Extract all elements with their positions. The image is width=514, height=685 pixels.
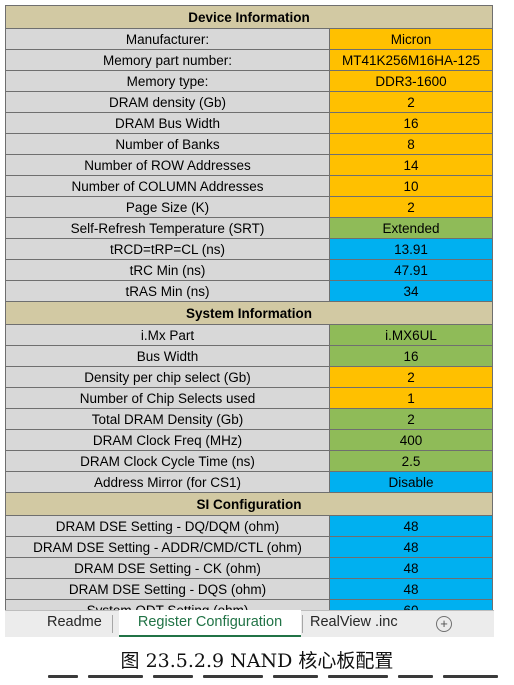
parameter-label-cell[interactable]: Self-Refresh Temperature (SRT) — [5, 217, 330, 239]
section-title[interactable]: Device Information — [5, 5, 493, 29]
section-header-row: System Information — [5, 301, 493, 325]
parameter-value-cell[interactable]: 48 — [329, 515, 493, 537]
table-row: DRAM DSE Setting - CK (ohm) 48 — [5, 557, 493, 579]
tab-readme[interactable]: Readme — [47, 614, 102, 630]
table-row: Density per chip select (Gb) 2 — [5, 366, 493, 388]
parameter-label-cell[interactable]: DRAM density (Gb) — [5, 91, 330, 113]
parameter-value-cell[interactable]: 2 — [329, 196, 493, 218]
parameter-label-cell[interactable]: Address Mirror (for CS1) — [5, 471, 330, 493]
tab-separator — [302, 615, 303, 633]
parameter-value-cell[interactable]: 2 — [329, 91, 493, 113]
table-row: DRAM DSE Setting - DQS (ohm) 48 — [5, 578, 493, 600]
parameter-label-cell[interactable]: i.Mx Part — [5, 324, 330, 346]
parameter-label-cell[interactable]: DRAM Bus Width — [5, 112, 330, 134]
parameter-label-cell[interactable]: Number of ROW Addresses — [5, 154, 330, 176]
table-row: Memory part number: MT41K256M16HA-125 — [5, 49, 493, 71]
parameter-value-cell[interactable]: i.MX6UL — [329, 324, 493, 346]
section-header-row: SI Configuration — [5, 492, 493, 516]
table-row: tRC Min (ns) 47.91 — [5, 259, 493, 281]
tab-realview-inc[interactable]: RealView .inc — [310, 614, 398, 630]
parameter-label-cell[interactable]: Manufacturer: — [5, 28, 330, 50]
section-title[interactable]: SI Configuration — [5, 492, 493, 516]
ddr-config-sheet: Device Information Manufacturer: Micron Mem… — [5, 5, 493, 621]
parameter-value-cell[interactable]: 2 — [329, 408, 493, 430]
parameter-value-cell[interactable]: 34 — [329, 280, 493, 302]
table-row: Total DRAM Density (Gb) 2 — [5, 408, 493, 430]
table-row: Manufacturer: Micron — [5, 28, 493, 50]
table-row: Number of Chip Selects used 1 — [5, 387, 493, 409]
parameter-value-cell[interactable]: 2.5 — [329, 450, 493, 472]
sheet-tab-bar: Readme Register Configuration RealView .… — [5, 610, 494, 637]
table-row: DRAM Bus Width 16 — [5, 112, 493, 134]
parameter-value-cell[interactable]: 48 — [329, 557, 493, 579]
plus-circle-icon[interactable]: + — [436, 616, 452, 632]
parameter-value-cell[interactable]: 1 — [329, 387, 493, 409]
figure-caption: 图 23.5.2.9 NAND 核心板配置 — [120, 650, 394, 672]
parameter-value-cell[interactable]: 14 — [329, 154, 493, 176]
table-row: Number of ROW Addresses 14 — [5, 154, 493, 176]
parameter-label-cell[interactable]: Total DRAM Density (Gb) — [5, 408, 330, 430]
parameter-value-cell[interactable]: MT41K256M16HA-125 — [329, 49, 493, 71]
parameter-label-cell[interactable]: DRAM DSE Setting - CK (ohm) — [5, 557, 330, 579]
table-row: Memory type: DDR3-1600 — [5, 70, 493, 92]
parameter-label-cell[interactable]: DRAM DSE Setting - DQ/DQM (ohm) — [5, 515, 330, 537]
parameter-label-cell[interactable]: Memory part number: — [5, 49, 330, 71]
parameter-value-cell[interactable]: 8 — [329, 133, 493, 155]
table-row: Number of Banks 8 — [5, 133, 493, 155]
parameter-label-cell[interactable]: Bus Width — [5, 345, 330, 367]
parameter-label-cell[interactable]: Memory type: — [5, 70, 330, 92]
table-row: tRAS Min (ns) 34 — [5, 280, 493, 302]
parameter-label-cell[interactable]: tRC Min (ns) — [5, 259, 330, 281]
table-row: i.Mx Part i.MX6UL — [5, 324, 493, 346]
table-row: Number of COLUMN Addresses 10 — [5, 175, 493, 197]
parameter-value-cell[interactable]: 16 — [329, 345, 493, 367]
table-row: Self-Refresh Temperature (SRT) Extended — [5, 217, 493, 239]
parameter-label-cell[interactable]: DRAM DSE Setting - DQS (ohm) — [5, 578, 330, 600]
cropped-text-line — [48, 675, 508, 685]
parameter-value-cell[interactable]: Disable — [329, 471, 493, 493]
table-row: DRAM DSE Setting - DQ/DQM (ohm) 48 — [5, 515, 493, 537]
table-row: DRAM Clock Freq (MHz) 400 — [5, 429, 493, 451]
parameter-label-cell[interactable]: DRAM Clock Freq (MHz) — [5, 429, 330, 451]
tab-register-configuration[interactable]: Register Configuration — [119, 610, 301, 637]
parameter-label-cell[interactable]: Number of COLUMN Addresses — [5, 175, 330, 197]
parameter-value-cell[interactable]: 400 — [329, 429, 493, 451]
table-row: DRAM density (Gb) 2 — [5, 91, 493, 113]
parameter-value-cell[interactable]: 13.91 — [329, 238, 493, 260]
parameter-value-cell[interactable]: Micron — [329, 28, 493, 50]
table-row: DRAM Clock Cycle Time (ns) 2.5 — [5, 450, 493, 472]
parameter-value-cell[interactable]: 2 — [329, 366, 493, 388]
parameter-value-cell[interactable]: 48 — [329, 536, 493, 558]
parameter-label-cell[interactable]: tRCD=tRP=CL (ns) — [5, 238, 330, 260]
table-row: DRAM DSE Setting - ADDR/CMD/CTL (ohm) 48 — [5, 536, 493, 558]
parameter-value-cell[interactable]: 10 — [329, 175, 493, 197]
table-row: tRCD=tRP=CL (ns) 13.91 — [5, 238, 493, 260]
parameter-value-cell[interactable]: Extended — [329, 217, 493, 239]
table-row: Address Mirror (for CS1) Disable — [5, 471, 493, 493]
section-header-row: Device Information — [5, 5, 493, 29]
section-title[interactable]: System Information — [5, 301, 493, 325]
parameter-label-cell[interactable]: DRAM DSE Setting - ADDR/CMD/CTL (ohm) — [5, 536, 330, 558]
parameter-label-cell[interactable]: DRAM Clock Cycle Time (ns) — [5, 450, 330, 472]
parameter-value-cell[interactable]: 16 — [329, 112, 493, 134]
tab-separator — [112, 615, 113, 633]
parameter-value-cell[interactable]: DDR3-1600 — [329, 70, 493, 92]
parameter-label-cell[interactable]: Number of Banks — [5, 133, 330, 155]
parameter-value-cell[interactable]: 48 — [329, 578, 493, 600]
table-row: Bus Width 16 — [5, 345, 493, 367]
parameter-label-cell[interactable]: Density per chip select (Gb) — [5, 366, 330, 388]
parameter-value-cell[interactable]: 47.91 — [329, 259, 493, 281]
parameter-label-cell[interactable]: Number of Chip Selects used — [5, 387, 330, 409]
parameter-label-cell[interactable]: Page Size (K) — [5, 196, 330, 218]
table-row: Page Size (K) 2 — [5, 196, 493, 218]
parameter-label-cell[interactable]: tRAS Min (ns) — [5, 280, 330, 302]
